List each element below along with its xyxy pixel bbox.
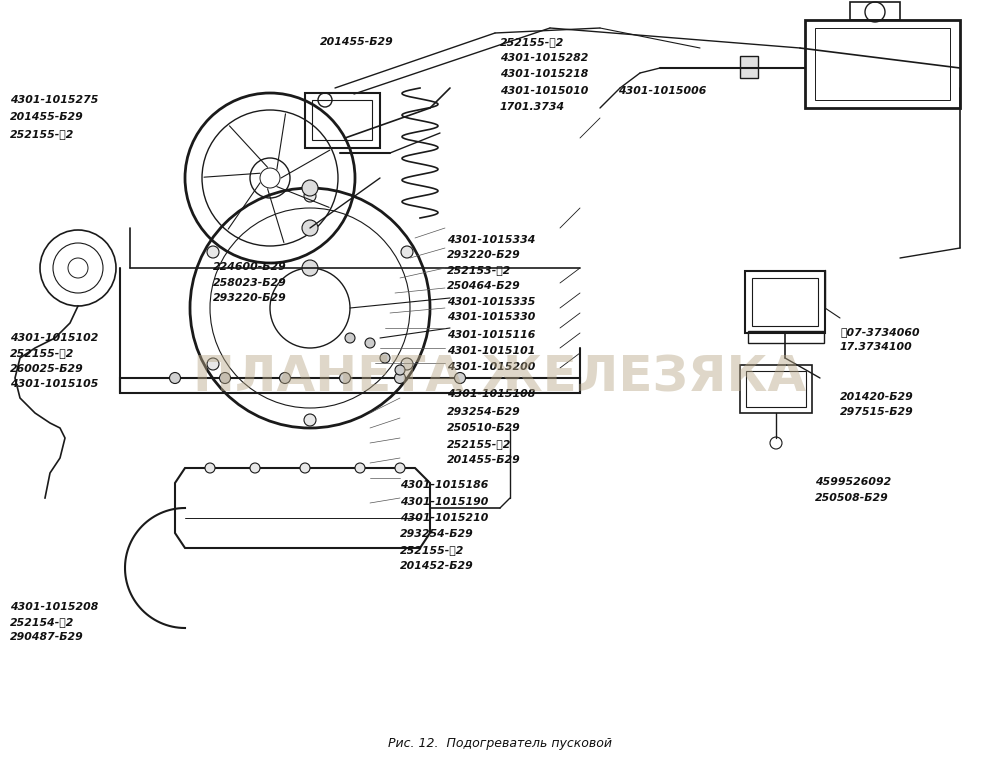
Text: 293220-Б29: 293220-Б29	[447, 250, 521, 260]
Circle shape	[345, 333, 355, 343]
Bar	[815, 28, 950, 100]
Text: 4301-1015282: 4301-1015282	[500, 53, 588, 64]
Circle shape	[304, 190, 316, 202]
Circle shape	[394, 372, 406, 383]
Text: 4301-1015101: 4301-1015101	[447, 346, 535, 356]
Text: 293254-Б29: 293254-Б29	[447, 406, 521, 417]
Circle shape	[302, 260, 318, 276]
Text: 250510-Б29: 250510-Б29	[447, 422, 521, 433]
Text: 4301-1015010: 4301-1015010	[500, 85, 588, 96]
Circle shape	[380, 353, 390, 363]
Text: 4301-1015108: 4301-1015108	[447, 389, 535, 399]
Text: 4301-1015186: 4301-1015186	[400, 480, 488, 491]
Circle shape	[205, 463, 215, 473]
Circle shape	[395, 463, 405, 473]
Text: 1701.3734: 1701.3734	[500, 101, 565, 112]
Text: 䈡07-3734060: 䈡07-3734060	[840, 326, 920, 337]
Text: 260025-Б29: 260025-Б29	[10, 363, 84, 374]
Text: 4301-1015190: 4301-1015190	[400, 496, 488, 507]
Text: 201455-Б29: 201455-Б29	[10, 111, 84, 122]
Circle shape	[280, 372, 290, 383]
Text: 252155-䄒2: 252155-䄒2	[400, 545, 464, 555]
Text: 201452-Б29: 201452-Б29	[400, 561, 474, 571]
Circle shape	[170, 372, 180, 383]
Circle shape	[401, 246, 413, 258]
Circle shape	[355, 463, 365, 473]
Text: 4301-1015105: 4301-1015105	[10, 379, 98, 389]
Text: 290487-Б29: 290487-Б29	[10, 632, 84, 643]
Text: 201455-Б29: 201455-Б29	[447, 455, 521, 465]
Text: ПЛАНЕТА ЖЕЛЕЗЯКА: ПЛАНЕТА ЖЕЛЕЗЯКА	[193, 354, 807, 402]
Text: 4301-1015102: 4301-1015102	[10, 333, 98, 343]
Text: 201420-Б29: 201420-Б29	[840, 392, 914, 402]
Circle shape	[220, 372, 230, 383]
Text: 4301-1015275: 4301-1015275	[10, 94, 98, 105]
Text: 252155-䄒2: 252155-䄒2	[10, 128, 74, 139]
Text: 252153-䄒2: 252153-䄒2	[447, 265, 511, 276]
Text: 4301-1015334: 4301-1015334	[447, 234, 535, 245]
Text: 297515-Б29: 297515-Б29	[840, 407, 914, 418]
Text: 252155-䄒2: 252155-䄒2	[447, 439, 511, 449]
Circle shape	[300, 463, 310, 473]
Text: 224600-Б29: 224600-Б29	[213, 262, 287, 273]
Text: 252155-䄒2: 252155-䄒2	[500, 37, 564, 48]
Text: 17.3734100: 17.3734100	[840, 342, 913, 353]
Text: 4301-1015210: 4301-1015210	[400, 512, 488, 523]
Bar	[748, 331, 824, 343]
Text: 4301-1015200: 4301-1015200	[447, 362, 535, 372]
Bar	[850, 2, 900, 20]
Bar	[752, 278, 818, 326]
Circle shape	[302, 180, 318, 196]
Circle shape	[304, 414, 316, 426]
Bar	[312, 100, 372, 140]
Circle shape	[365, 338, 375, 348]
Circle shape	[395, 365, 405, 375]
Text: Рис. 12.  Подогреватель пусковой: Рис. 12. Подогреватель пусковой	[388, 737, 612, 750]
Text: 4301-1015330: 4301-1015330	[447, 312, 535, 323]
Text: 252155-䄒2: 252155-䄒2	[10, 348, 74, 359]
Text: 4301-1015006: 4301-1015006	[618, 85, 706, 96]
Text: 252154-䄒2: 252154-䄒2	[10, 617, 74, 627]
Text: 4301-1015218: 4301-1015218	[500, 69, 588, 80]
Bar	[805, 20, 960, 108]
Bar	[305, 93, 380, 148]
Bar	[740, 56, 758, 78]
Text: 201455-Б29: 201455-Б29	[320, 37, 394, 48]
Circle shape	[302, 220, 318, 236]
Text: 258023-Б29: 258023-Б29	[213, 277, 287, 288]
Circle shape	[401, 358, 413, 370]
Text: 4301-1015335: 4301-1015335	[447, 296, 535, 307]
Text: 293254-Б29: 293254-Б29	[400, 528, 474, 539]
Circle shape	[454, 372, 466, 383]
Text: 250464-Б29: 250464-Б29	[447, 280, 521, 291]
Bar	[745, 271, 825, 333]
Text: 4301-1015116: 4301-1015116	[447, 329, 535, 340]
Circle shape	[340, 372, 351, 383]
Circle shape	[250, 463, 260, 473]
Circle shape	[207, 358, 219, 370]
Text: 4301-1015208: 4301-1015208	[10, 601, 98, 612]
Circle shape	[207, 246, 219, 258]
Text: 4599526092: 4599526092	[815, 477, 891, 488]
Bar	[740, 365, 812, 413]
Bar	[746, 371, 806, 407]
Text: 293220-Б29: 293220-Б29	[213, 293, 287, 303]
Text: 250508-Б29: 250508-Б29	[815, 492, 889, 503]
